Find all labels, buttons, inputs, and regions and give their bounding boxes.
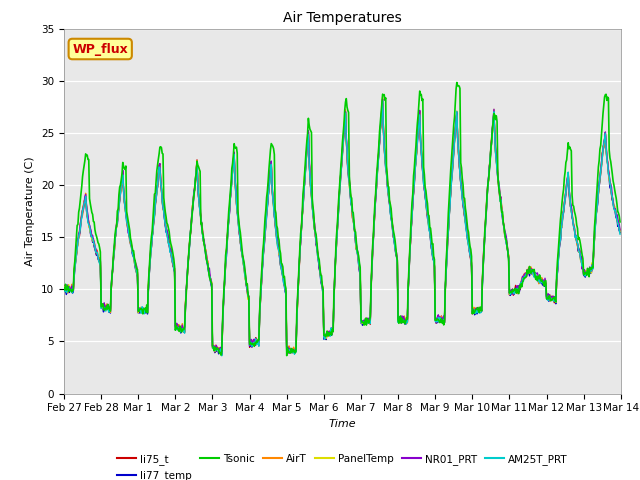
Text: WP_flux: WP_flux [72, 43, 128, 56]
X-axis label: Time: Time [328, 419, 356, 429]
Legend: li75_t, li77_temp, Tsonic, AirT, PanelTemp, NR01_PRT, AM25T_PRT: li75_t, li77_temp, Tsonic, AirT, PanelTe… [113, 450, 572, 480]
Y-axis label: Air Temperature (C): Air Temperature (C) [26, 156, 35, 266]
Title: Air Temperatures: Air Temperatures [283, 11, 402, 25]
